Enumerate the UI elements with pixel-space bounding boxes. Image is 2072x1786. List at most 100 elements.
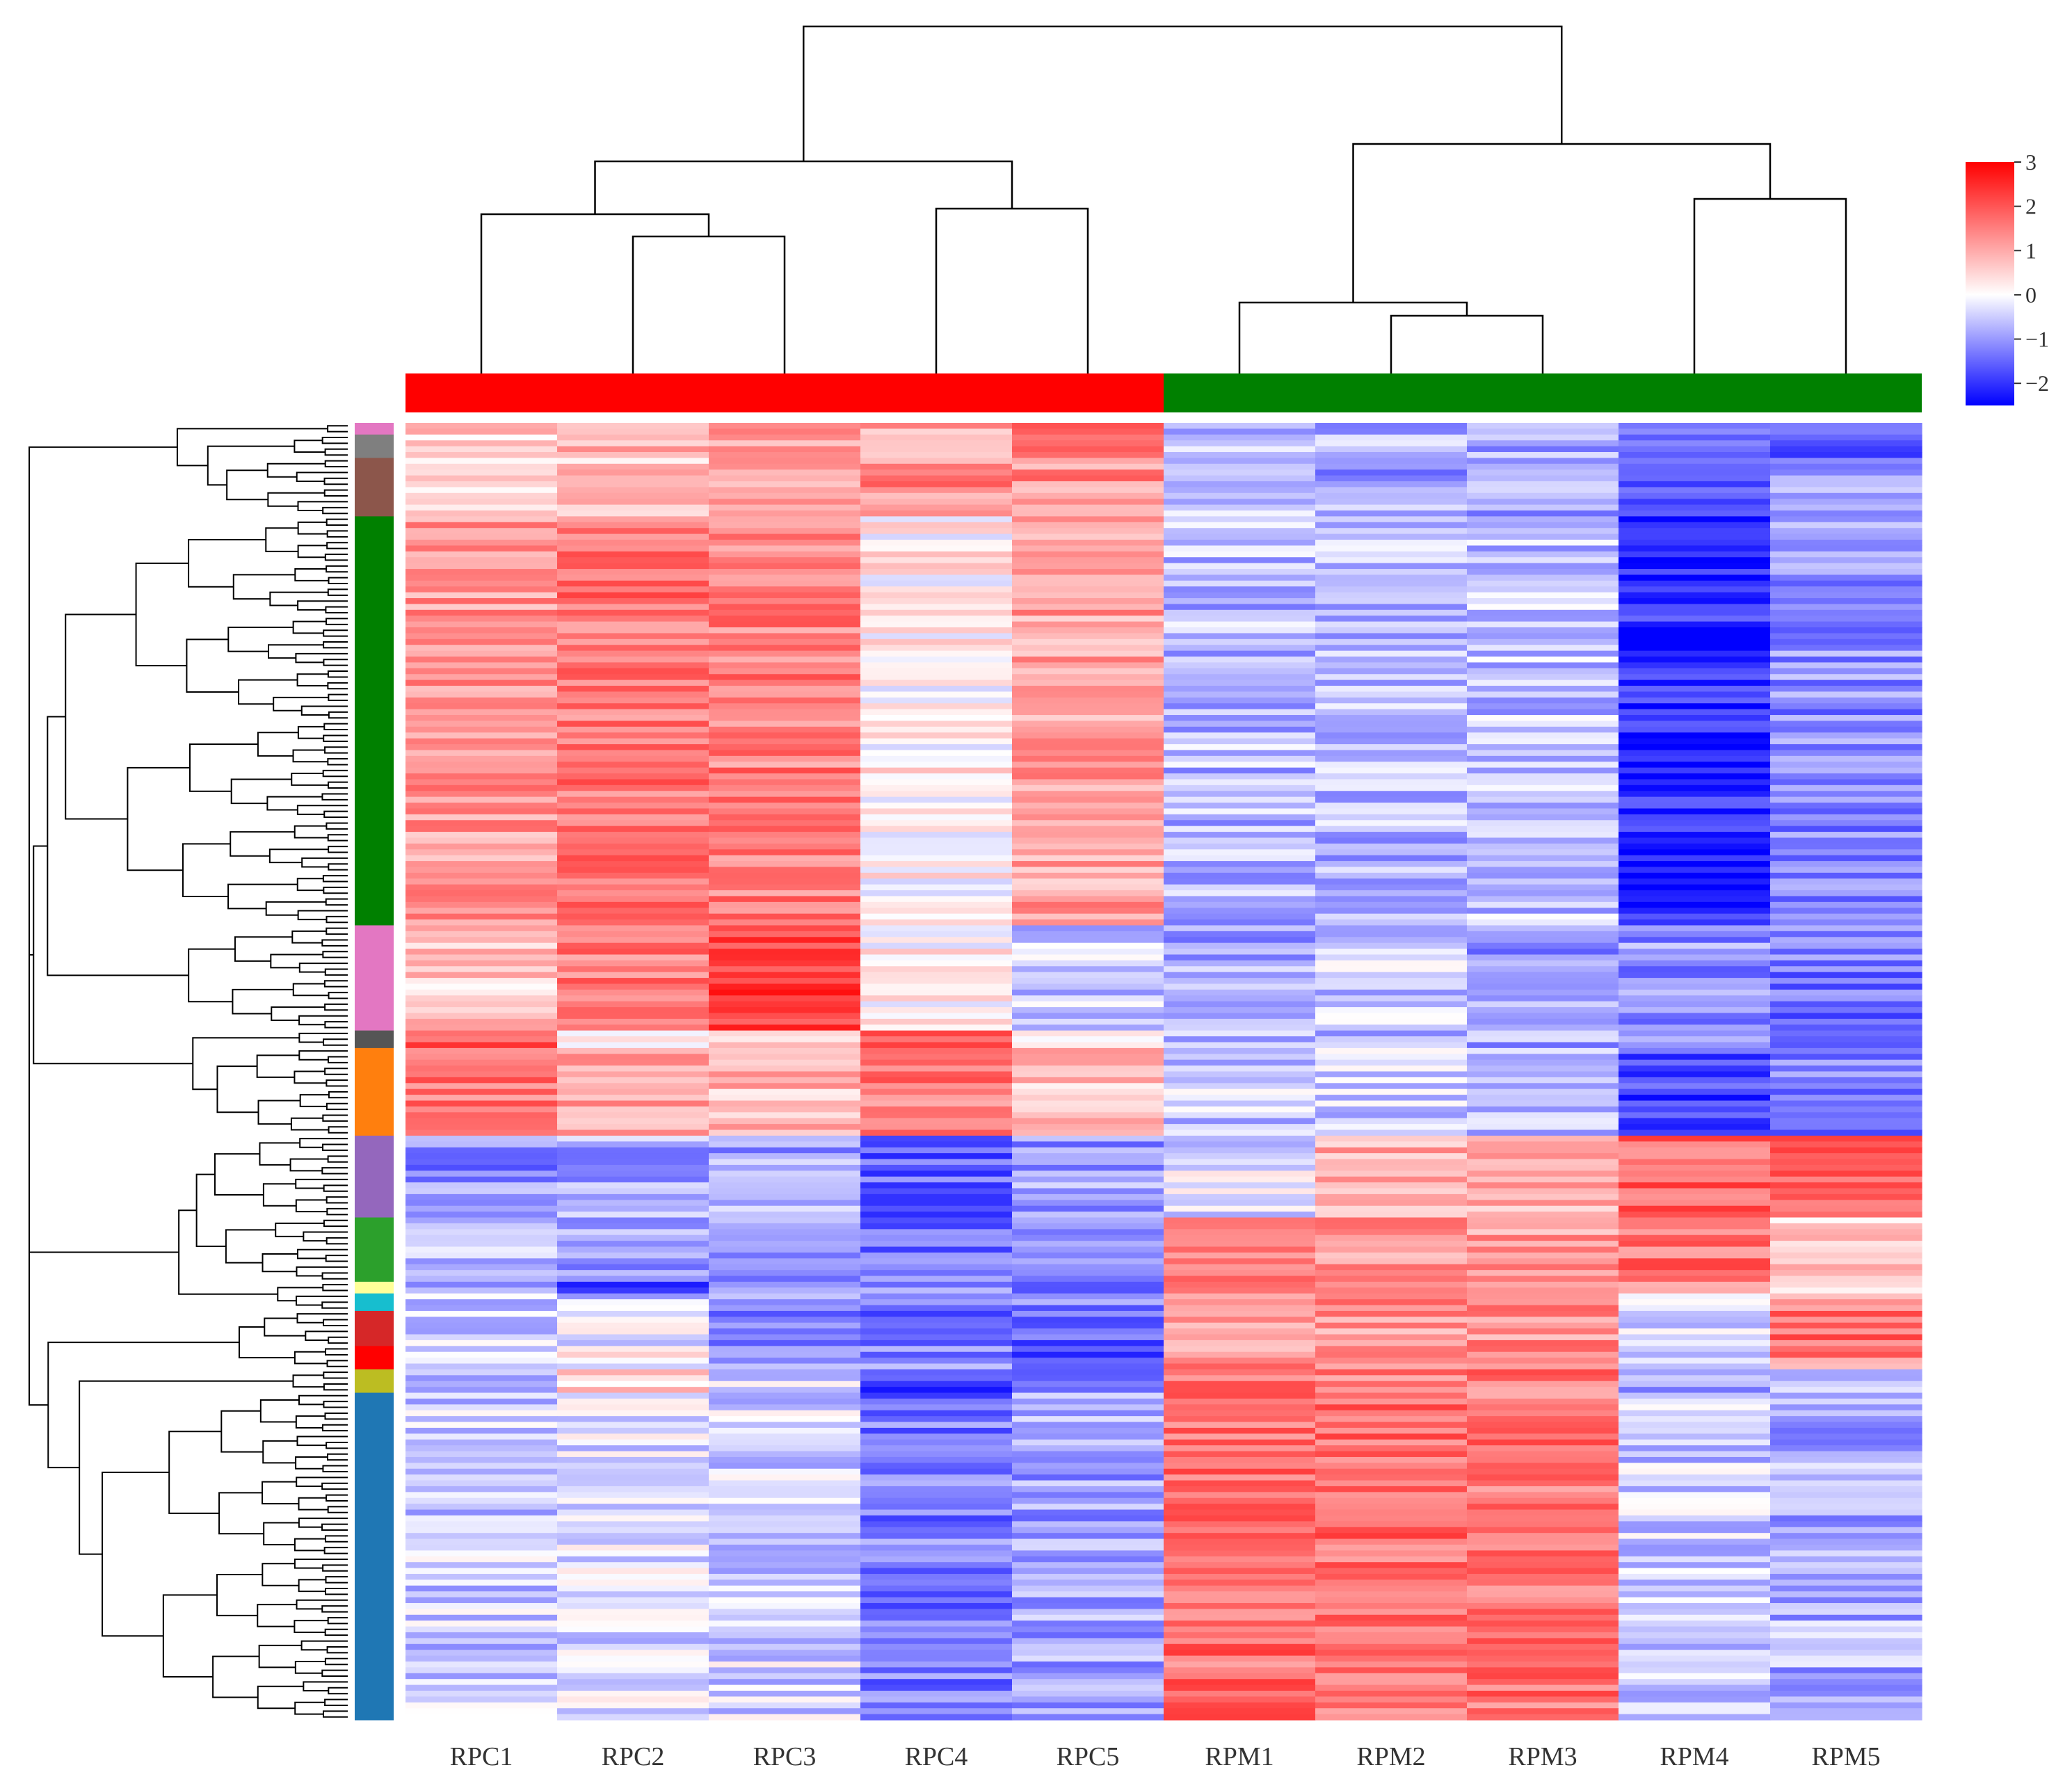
heatmap-cell: [1619, 843, 1771, 850]
row-cluster-11: [355, 1310, 394, 1346]
heatmap-cell: [1012, 423, 1164, 430]
heatmap-cell: [860, 755, 1013, 762]
heatmap-cell: [1164, 1474, 1316, 1481]
heatmap-cell: [405, 1602, 558, 1609]
heatmap-cell: [709, 755, 861, 762]
heatmap-cell: [1770, 901, 1922, 908]
heatmap-cell: [405, 1427, 558, 1434]
heatmap-cell: [1012, 855, 1164, 862]
heatmap-cell: [1619, 1579, 1771, 1586]
heatmap-cell: [1164, 1433, 1316, 1440]
heatmap-cell: [1164, 1241, 1316, 1248]
heatmap-cell: [1770, 1562, 1922, 1569]
heatmap-cell: [1164, 1358, 1316, 1365]
heatmap-cell: [1012, 487, 1164, 494]
heatmap-cell: [1619, 1276, 1771, 1282]
heatmap-cell: [860, 1305, 1013, 1312]
heatmap-cell: [1315, 925, 1468, 932]
heatmap-cell: [709, 726, 861, 733]
heatmap-cell: [557, 1059, 709, 1066]
heatmap-cell: [1770, 1714, 1922, 1721]
heatmap-cell: [709, 1381, 861, 1387]
row-dendrogram-link: [182, 843, 231, 897]
heatmap-cell: [405, 1655, 558, 1662]
heatmap-cell: [1467, 1159, 1619, 1166]
heatmap-cell: [557, 1322, 709, 1329]
heatmap-cell: [557, 1077, 709, 1084]
heatmap-cell: [557, 901, 709, 908]
heatmap-cell: [1467, 540, 1619, 547]
heatmap-cell: [1315, 434, 1468, 441]
heatmap-cell: [1315, 668, 1468, 675]
heatmap-cell: [860, 1573, 1013, 1580]
heatmap-cell: [860, 791, 1013, 798]
heatmap-cell: [1619, 1527, 1771, 1534]
heatmap-cell: [1770, 1270, 1922, 1277]
heatmap-cell: [557, 1065, 709, 1072]
heatmap-cell: [1770, 499, 1922, 506]
heatmap-cell: [1315, 791, 1468, 798]
heatmap-cell: [1619, 855, 1771, 862]
heatmap-cell: [1770, 1456, 1922, 1463]
heatmap-cell: [1770, 1416, 1922, 1423]
heatmap-cell: [405, 1451, 558, 1458]
heatmap-cell: [1315, 1650, 1468, 1657]
heatmap-cell: [1012, 1305, 1164, 1312]
heatmap-cell: [405, 1533, 558, 1540]
heatmap-cell: [557, 475, 709, 482]
heatmap-cell: [1619, 901, 1771, 908]
heatmap-cell: [1012, 545, 1164, 552]
heatmap-cell: [405, 1696, 558, 1703]
heatmap-cell: [860, 1673, 1013, 1680]
heatmap-cell: [557, 1164, 709, 1171]
heatmap-cell: [860, 890, 1013, 897]
heatmap-cell: [709, 773, 861, 780]
heatmap-cell: [1012, 738, 1164, 745]
heatmap-cell: [1619, 1047, 1771, 1054]
heatmap-cell: [557, 1410, 709, 1417]
heatmap-cell: [1619, 492, 1771, 499]
heatmap-cell: [557, 557, 709, 564]
heatmap-cell: [1164, 1363, 1316, 1370]
heatmap-cell: [860, 1433, 1013, 1440]
heatmap-cell: [405, 1317, 558, 1324]
row-dendrogram-link: [296, 1295, 348, 1306]
heatmap-cell: [1164, 995, 1316, 1002]
heatmap-cell: [860, 1024, 1013, 1031]
row-cluster-4: [355, 925, 394, 1031]
heatmap-cell: [405, 1544, 558, 1551]
row-dendrogram-link: [189, 743, 258, 792]
heatmap-cell: [1012, 1264, 1164, 1271]
heatmap-cell: [1619, 638, 1771, 645]
heatmap-cell: [557, 428, 709, 435]
heatmap-cell: [1012, 942, 1164, 949]
heatmap-cell: [1770, 1632, 1922, 1639]
heatmap-cell: [1012, 1054, 1164, 1061]
heatmap-cell: [1467, 633, 1619, 640]
heatmap-cell: [1012, 1118, 1164, 1125]
heatmap-cell: [1467, 1679, 1619, 1686]
heatmap-cell: [1619, 1433, 1771, 1440]
heatmap-cell: [860, 814, 1013, 821]
heatmap-cell: [557, 1679, 709, 1686]
heatmap-cell: [1770, 791, 1922, 798]
heatmap-cell: [405, 1193, 558, 1200]
heatmap-cell: [709, 937, 861, 944]
heatmap-cell: [1619, 1217, 1771, 1224]
heatmap-cell: [405, 908, 558, 915]
heatmap-cell: [1164, 1176, 1316, 1183]
heatmap-cell: [1315, 1317, 1468, 1324]
heatmap-cell: [1164, 487, 1316, 494]
row-dendrogram-link: [267, 492, 325, 507]
heatmap-cell: [860, 650, 1013, 657]
heatmap-cell: [709, 516, 861, 523]
heatmap-cell: [557, 1276, 709, 1282]
heatmap-cell: [1164, 1375, 1316, 1382]
heatmap-cell: [1619, 1065, 1771, 1072]
heatmap-cell: [1770, 1509, 1922, 1516]
row-dendrogram-link: [321, 437, 348, 444]
heatmap-cell: [860, 1538, 1013, 1545]
heatmap-cell: [1467, 481, 1619, 488]
heatmap-cell: [709, 762, 861, 769]
heatmap-cell: [1315, 1416, 1468, 1423]
